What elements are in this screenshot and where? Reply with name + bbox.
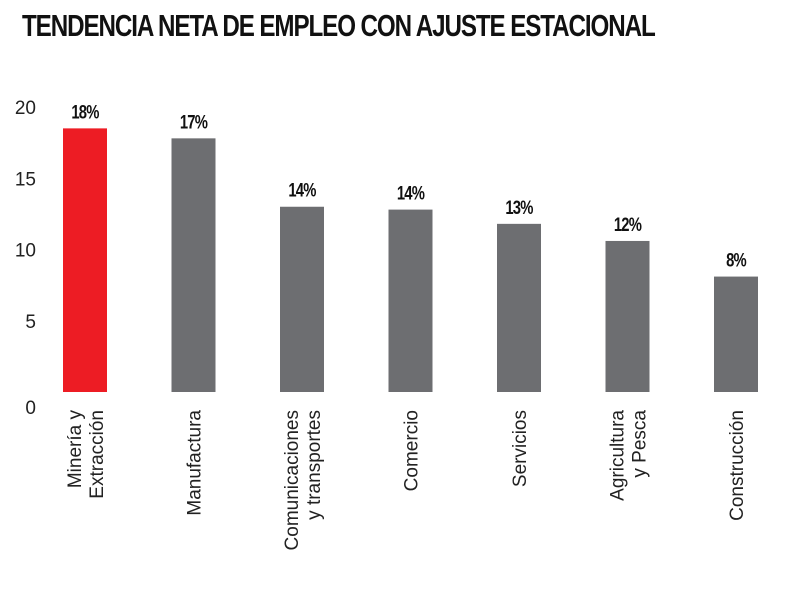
category-label-line: Agricultura <box>608 410 629 501</box>
category-label-line: y Pesca <box>630 410 651 478</box>
bar-value-label: 14% <box>288 180 316 201</box>
value-labels: 18% 17% 14% 14% 13% 12% 8% <box>71 102 747 271</box>
category-label-line: Comunicaciones <box>282 410 303 550</box>
bar-value-label: 17% <box>180 112 208 133</box>
bar-value-label: 18% <box>71 102 99 123</box>
category-label-line: Construcción <box>727 410 748 521</box>
y-tick-label: 15 <box>15 169 36 190</box>
category-label: Construcción <box>727 410 748 521</box>
bar <box>714 276 758 392</box>
y-tick-label: 0 <box>25 398 36 419</box>
category-label-line: Comercio <box>402 410 423 491</box>
bar <box>280 206 324 392</box>
bars <box>63 128 758 392</box>
bar-value-label: 12% <box>614 214 642 235</box>
x-axis: Minería y Extracción Manufactura Comunicaci… <box>65 410 748 551</box>
category-label-line: y transportes <box>304 410 325 520</box>
y-tick-label: 5 <box>25 312 36 333</box>
bar-value-label: 8% <box>726 250 746 271</box>
bar <box>388 209 433 392</box>
category-label-line: Extracción <box>87 410 108 499</box>
bar <box>497 223 541 392</box>
bar-value-label: 13% <box>505 197 533 218</box>
y-axis: 0 5 10 15 20 <box>15 98 36 419</box>
bar-value-label: 14% <box>397 183 425 204</box>
bar <box>63 128 107 392</box>
bar <box>171 138 216 392</box>
category-label-line: Manufactura <box>185 410 206 516</box>
category-label: Manufactura <box>185 410 206 516</box>
category-label: Comercio <box>402 410 423 491</box>
y-tick-label: 20 <box>15 98 36 119</box>
category-label: Agricultura y Pesca <box>608 410 651 501</box>
chart-title: TENDENCIA NETA DE EMPLEO CON AJUSTE ESTA… <box>22 8 656 43</box>
category-label: Servicios <box>510 410 531 487</box>
bar <box>605 240 650 392</box>
y-tick-label: 10 <box>15 241 36 262</box>
category-label: Minería y Extracción <box>65 410 108 499</box>
category-label-line: Servicios <box>510 410 531 487</box>
category-label-line: Minería y <box>65 410 86 489</box>
category-label: Comunicaciones y transportes <box>282 410 325 550</box>
